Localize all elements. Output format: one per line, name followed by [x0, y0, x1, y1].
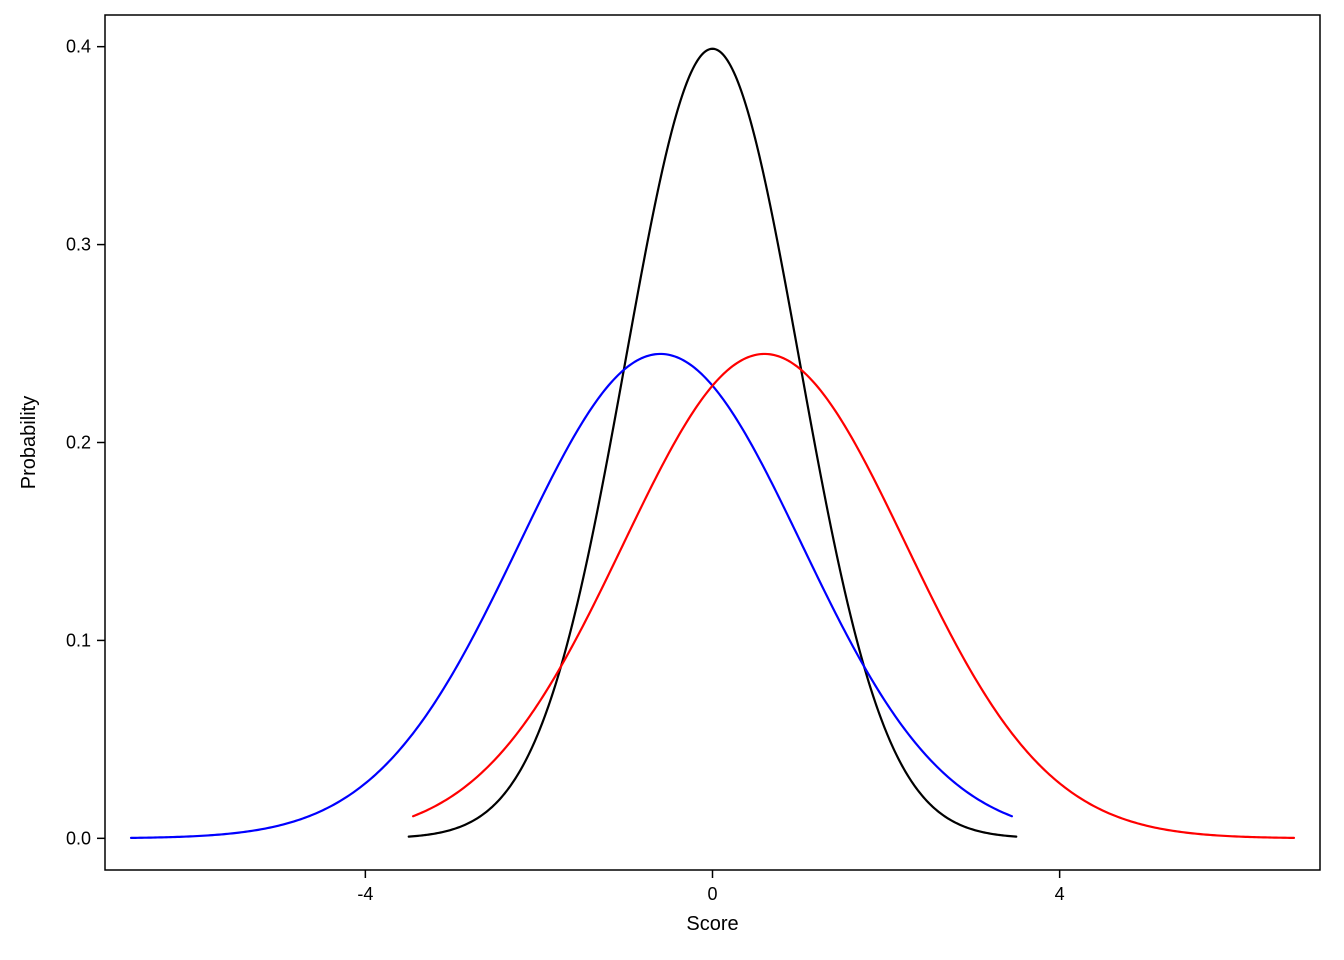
- chart-background: [0, 0, 1344, 960]
- y-axis-label: Probability: [18, 396, 40, 489]
- y-tick-label: 0.4: [66, 37, 91, 57]
- x-axis-label: Score: [686, 913, 738, 935]
- y-tick-label: 0.1: [66, 630, 91, 650]
- y-tick-label: 0.3: [66, 235, 91, 255]
- x-tick-label: 4: [1055, 884, 1065, 904]
- x-tick-label: 0: [707, 884, 717, 904]
- x-tick-label: -4: [357, 884, 373, 904]
- probability-chart: -4 0 4 Score 0.0 0.1 0.2 0.3 0.4 Probability: [0, 0, 1344, 960]
- y-tick-label: 0.0: [66, 828, 91, 848]
- y-tick-label: 0.2: [66, 433, 91, 453]
